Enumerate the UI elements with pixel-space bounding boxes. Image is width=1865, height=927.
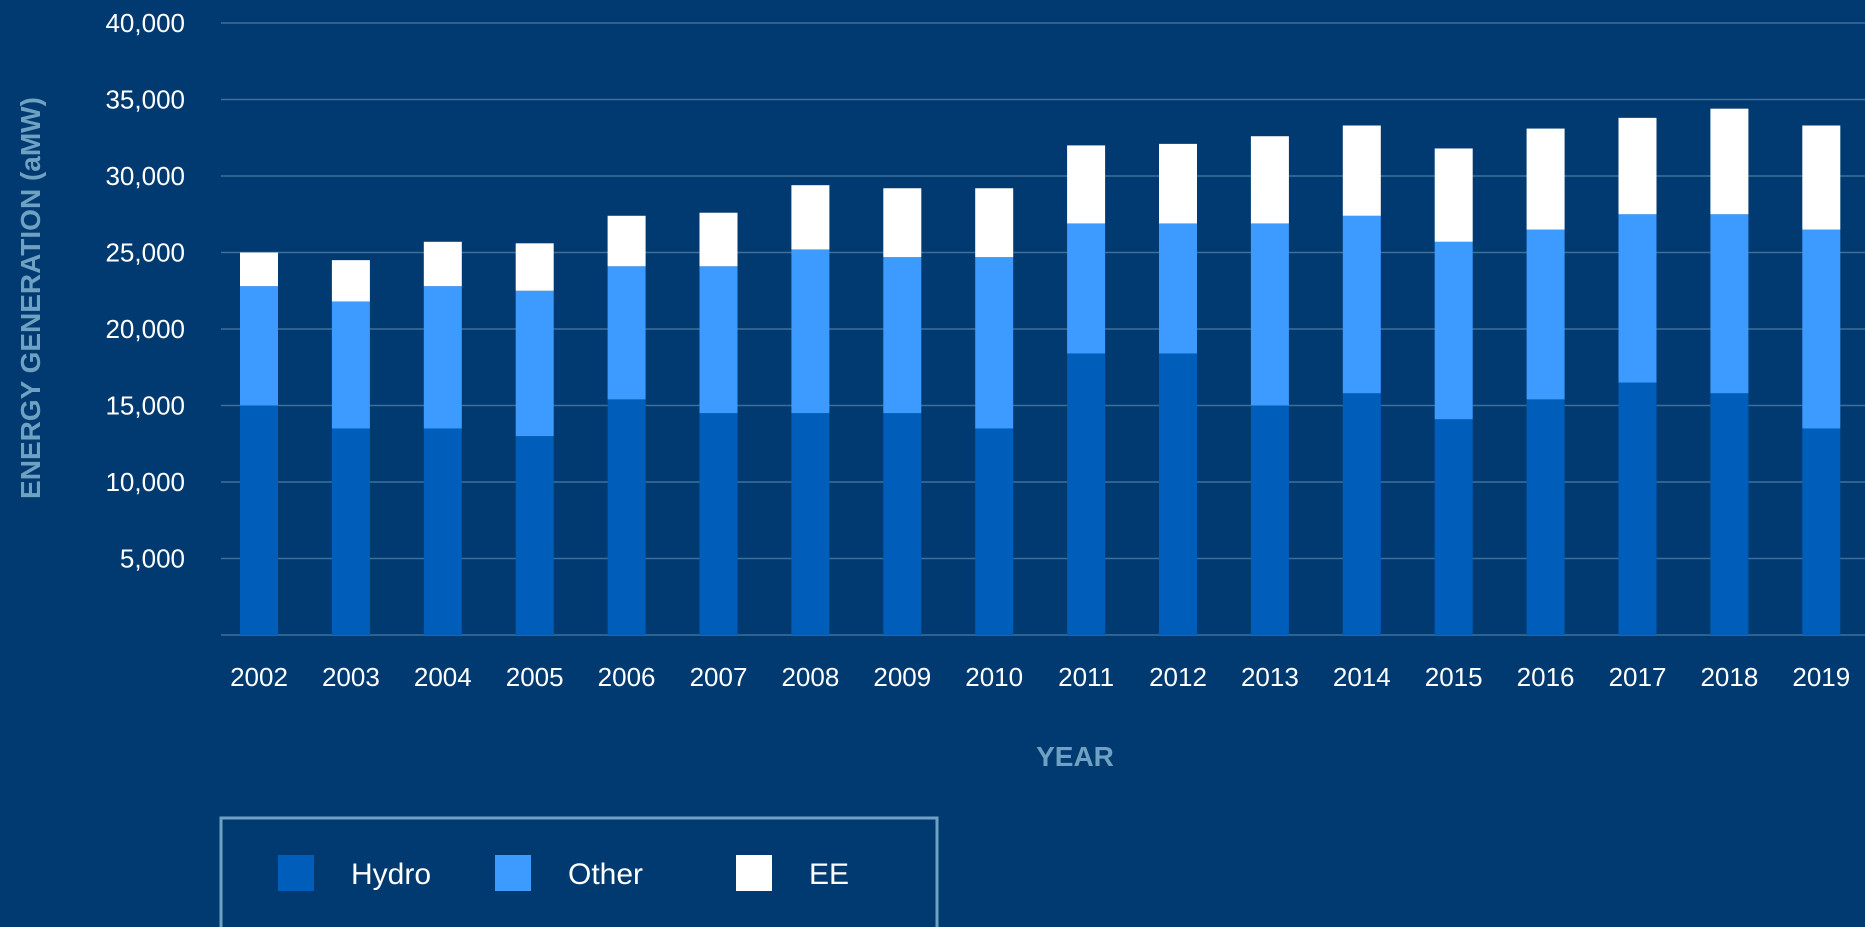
legend-label-other: Other — [568, 858, 643, 891]
bar-other-2018 — [1710, 214, 1749, 394]
bar-hydro-2007 — [699, 413, 738, 635]
bar-other-2009 — [883, 257, 922, 414]
x-tick-label: 2008 — [781, 662, 839, 692]
bar-ee-2014 — [1342, 125, 1381, 216]
bar-other-2005 — [515, 290, 554, 437]
bar-ee-2009 — [883, 188, 922, 258]
x-tick-label: 2010 — [965, 662, 1023, 692]
bar-other-2017 — [1618, 214, 1657, 383]
bar-other-2013 — [1250, 223, 1289, 406]
bar-hydro-2002 — [240, 405, 278, 635]
x-tick-label: 2016 — [1517, 662, 1575, 692]
x-axis-ticks: 2002 2003 2004 2005 2006 2007 2008 2009 2010 2011… — [230, 662, 1850, 692]
bar-hydro-2009 — [883, 413, 922, 635]
bar-ee-2006 — [607, 215, 646, 267]
y-tick-label: 40,000 — [105, 8, 185, 38]
x-tick-label: 2017 — [1609, 662, 1667, 692]
bar-ee-2008 — [791, 185, 830, 250]
bar-other-2008 — [791, 249, 830, 414]
x-tick-label: 2006 — [598, 662, 656, 692]
bar-other-2004 — [423, 286, 462, 429]
x-tick-label: 2011 — [1058, 662, 1114, 692]
x-tick-label: 2012 — [1149, 662, 1207, 692]
legend-label-ee: EE — [809, 858, 849, 891]
bar-ee-2005 — [515, 243, 554, 291]
y-tick-label: 25,000 — [105, 238, 185, 268]
bar-hydro-2019 — [1802, 428, 1841, 635]
bar-ee-2015 — [1434, 148, 1473, 242]
bar-hydro-2012 — [1159, 353, 1197, 635]
y-tick-label: 30,000 — [105, 161, 185, 191]
bar-ee-2011 — [1067, 145, 1106, 224]
bar-hydro-2017 — [1618, 382, 1657, 635]
y-tick-label: 20,000 — [105, 314, 185, 344]
legend: Hydro Other EE — [219, 816, 939, 927]
y-axis-ticks: 5,000 10,000 15,000 20,000 25,000 30,000 35,00… — [105, 8, 185, 574]
bar-ee-2010 — [975, 188, 1014, 258]
bar-hydro-2014 — [1342, 393, 1381, 635]
bar-hydro-2013 — [1250, 405, 1289, 635]
bar-hydro-2016 — [1526, 399, 1565, 635]
x-tick-label: 2015 — [1425, 662, 1483, 692]
bar-ee-2012 — [1159, 143, 1197, 224]
bar-hydro-2003 — [331, 428, 370, 635]
y-tick-label: 5,000 — [120, 544, 185, 574]
bar-ee-2013 — [1250, 136, 1289, 224]
bar-hydro-2006 — [607, 399, 646, 635]
legend-label-hydro: Hydro — [351, 858, 431, 891]
bar-other-2015 — [1434, 241, 1473, 420]
bar-ee-2002 — [240, 252, 278, 287]
bar-hydro-2008 — [791, 413, 830, 635]
x-axis-title: YEAR — [1036, 741, 1114, 772]
x-tick-label: 2002 — [230, 662, 288, 692]
y-axis-title: ENERGY GENERATION (aMW) — [15, 97, 46, 499]
bar-other-2019 — [1802, 229, 1841, 429]
bar-hydro-2010 — [975, 428, 1014, 635]
bar-other-2007 — [699, 266, 738, 414]
bar-hydro-2015 — [1434, 419, 1473, 635]
bar-other-2006 — [607, 266, 646, 400]
bar-ee-2004 — [423, 241, 462, 287]
bar-other-2014 — [1342, 215, 1381, 394]
x-tick-label: 2018 — [1700, 662, 1758, 692]
x-tick-label: 2005 — [506, 662, 564, 692]
x-tick-label: 2014 — [1333, 662, 1391, 692]
bar-other-2012 — [1159, 223, 1197, 354]
y-tick-label: 10,000 — [105, 467, 185, 497]
x-tick-label: 2003 — [322, 662, 380, 692]
bar-other-2003 — [331, 301, 370, 429]
bar-ee-2018 — [1710, 108, 1749, 215]
gridlines — [221, 22, 1865, 636]
bar-ee-2007 — [699, 212, 738, 267]
bar-hydro-2005 — [515, 436, 554, 635]
bar-other-2010 — [975, 257, 1014, 429]
x-tick-label: 2019 — [1792, 662, 1850, 692]
bar-other-2011 — [1067, 223, 1106, 354]
x-tick-label: 2013 — [1241, 662, 1299, 692]
bar-hydro-2011 — [1067, 353, 1106, 635]
bar-other-2002 — [240, 286, 278, 406]
y-tick-label: 35,000 — [105, 85, 185, 115]
bar-other-2016 — [1526, 229, 1565, 400]
legend-swatch-hydro — [278, 855, 314, 891]
bar-ee-2003 — [331, 260, 370, 302]
bars — [240, 108, 1841, 635]
legend-items: Hydro Other EE — [278, 855, 849, 891]
bar-hydro-2018 — [1710, 393, 1749, 635]
y-tick-label: 15,000 — [105, 391, 185, 421]
x-tick-label: 2007 — [690, 662, 748, 692]
bar-hydro-2004 — [423, 428, 462, 635]
legend-swatch-ee — [736, 855, 772, 891]
x-tick-label: 2009 — [873, 662, 931, 692]
legend-swatch-other — [495, 855, 531, 891]
legend-frame — [219, 816, 939, 927]
bar-ee-2016 — [1526, 128, 1565, 230]
bar-ee-2019 — [1802, 125, 1841, 230]
bar-ee-2017 — [1618, 117, 1657, 215]
x-tick-label: 2004 — [414, 662, 472, 692]
